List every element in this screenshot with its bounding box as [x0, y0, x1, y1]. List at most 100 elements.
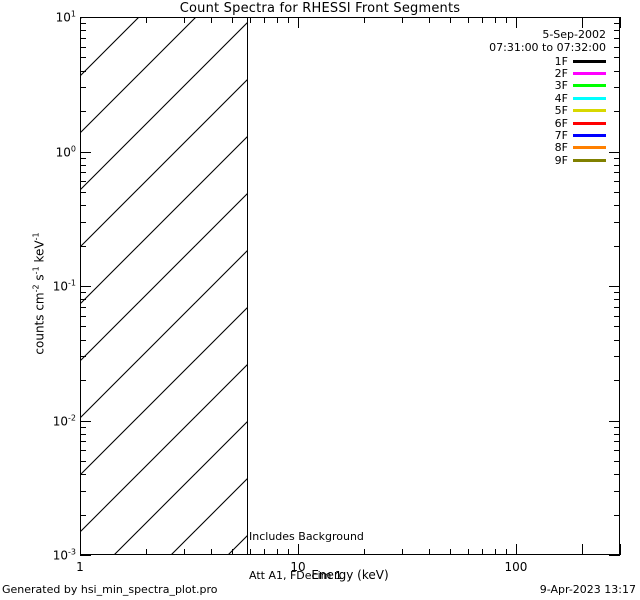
- legend-color-swatch: [573, 84, 606, 88]
- y-tick-mantissa: 10: [52, 279, 69, 294]
- y-tick-label: 10-3: [34, 548, 76, 563]
- y-tick-mantissa: 10: [55, 145, 71, 159]
- y-minor-tick-right: [614, 326, 620, 328]
- y-tick-exponent: -3: [68, 547, 76, 557]
- x-minor-tick-top: [264, 17, 266, 23]
- legend-item-label: 6F: [554, 116, 568, 130]
- x-minor-tick: [402, 549, 403, 555]
- footer-timestamp: 9-Apr-2023 13:17: [539, 583, 636, 596]
- legend-color-swatch: [573, 134, 606, 138]
- legend-item-label: 5F: [554, 104, 568, 118]
- y-major-tick: [80, 286, 91, 287]
- x-major-tick: [581, 544, 583, 555]
- y-minor-tick: [80, 490, 86, 492]
- x-minor-tick: [288, 549, 290, 555]
- x-minor-tick-top: [249, 17, 251, 23]
- x-minor-tick-top: [288, 17, 290, 23]
- x-minor-tick-top: [429, 17, 431, 23]
- y-minor-tick: [80, 315, 86, 317]
- y-tick-label: 10-1: [34, 279, 76, 294]
- x-minor-tick-top: [145, 17, 147, 23]
- y-minor-tick-right: [614, 490, 620, 492]
- y-minor-tick-right: [614, 339, 620, 341]
- legend-color-swatch: [573, 72, 606, 76]
- x-major-tick-top: [80, 17, 81, 28]
- y-minor-tick-right: [614, 221, 620, 223]
- plot-annotations: Includes Background Att A1, FDecim 1: [249, 504, 364, 600]
- x-minor-tick-top: [363, 17, 365, 23]
- y-minor-tick: [80, 70, 86, 72]
- y-minor-tick-right: [614, 356, 620, 358]
- legend-entries: 1F 2F 3F 4F 5F 6F 7F 8F 9F: [440, 55, 630, 167]
- y-minor-tick: [80, 339, 86, 341]
- y-minor-tick: [80, 460, 86, 462]
- legend-item-5f: 5F: [440, 105, 630, 117]
- x-tick-label: 10: [290, 560, 306, 574]
- y-tick-exponent: 1: [70, 9, 76, 19]
- y-tick-label: 100: [34, 144, 76, 159]
- y-minor-tick-right: [614, 474, 620, 476]
- y-minor-tick-right: [614, 37, 620, 39]
- y-minor-tick-right: [614, 30, 620, 32]
- y-minor-tick: [80, 450, 86, 452]
- x-minor-tick-top: [276, 17, 278, 23]
- x-major-tick: [80, 544, 81, 555]
- x-minor-tick-top: [494, 17, 496, 23]
- x-minor-tick: [506, 549, 507, 555]
- y-minor-tick-right: [614, 460, 620, 462]
- y-minor-tick-right: [614, 205, 620, 207]
- x-minor-tick: [467, 549, 469, 555]
- y-minor-tick-right: [614, 172, 620, 174]
- legend-item-7f: 7F: [440, 129, 630, 141]
- hatch-region-right-edge: [247, 18, 249, 554]
- y-minor-tick-right: [614, 306, 620, 308]
- x-minor-tick: [450, 549, 452, 555]
- y-tick-exponent: -1: [68, 278, 76, 288]
- y-minor-tick-right: [614, 380, 620, 381]
- x-minor-tick-top: [450, 17, 452, 23]
- x-minor-tick-top: [402, 17, 403, 23]
- y-minor-tick-right: [614, 292, 620, 294]
- x-major-tick-top: [297, 17, 299, 28]
- x-minor-tick-top: [232, 17, 234, 23]
- y-minor-tick-right: [614, 157, 620, 159]
- legend-item-6f: 6F: [440, 117, 630, 129]
- y-minor-tick-right: [614, 433, 620, 435]
- y-minor-tick: [80, 221, 86, 223]
- y-minor-tick: [80, 245, 86, 247]
- x-tick-label: 100: [504, 560, 528, 574]
- y-minor-tick: [80, 30, 86, 32]
- hatch-lines: [81, 18, 248, 554]
- y-major-tick-right: [609, 17, 620, 18]
- x-minor-tick: [232, 549, 234, 555]
- x-minor-tick: [264, 549, 266, 555]
- x-minor-tick: [482, 549, 484, 555]
- legend-item-label: 1F: [554, 54, 568, 68]
- annotation-includes-background: Includes Background: [249, 530, 364, 543]
- legend-item-3f: 3F: [440, 80, 630, 92]
- legend-item-label: 7F: [554, 129, 568, 143]
- y-tick-label: 10-2: [34, 413, 76, 428]
- y-minor-tick: [80, 356, 86, 358]
- y-major-tick-right: [609, 420, 620, 422]
- legend-time-range: 07:31:00 to 07:32:00: [489, 41, 606, 54]
- y-major-tick: [80, 555, 91, 556]
- y-minor-tick-right: [614, 70, 620, 72]
- y-minor-tick: [80, 111, 86, 112]
- y-major-tick: [80, 17, 91, 18]
- y-minor-tick-right: [614, 181, 620, 183]
- y-minor-tick: [80, 37, 86, 39]
- y-minor-tick: [80, 426, 86, 428]
- x-minor-tick: [494, 549, 496, 555]
- y-minor-tick-right: [614, 164, 620, 166]
- x-axis-title: Energy (keV): [311, 568, 389, 582]
- y-tick-mantissa: 10: [52, 548, 69, 563]
- y-minor-tick-right: [614, 46, 620, 48]
- x-major-tick-top: [581, 17, 583, 28]
- x-minor-tick: [276, 549, 278, 555]
- legend-item-label: 2F: [554, 67, 568, 81]
- x-major-tick-top: [515, 17, 517, 28]
- x-minor-tick: [429, 549, 431, 555]
- x-minor-tick: [249, 549, 251, 555]
